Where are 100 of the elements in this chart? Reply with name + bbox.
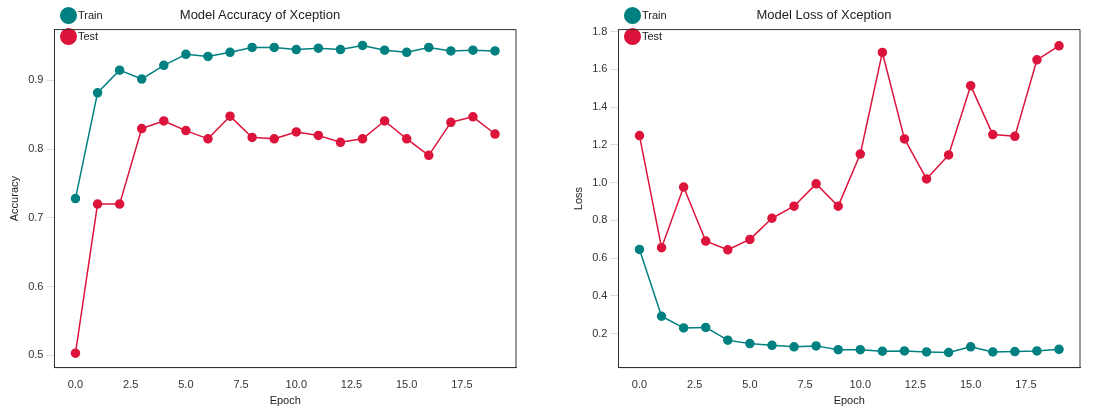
chart-title: Model Loss of Xception [756, 7, 892, 23]
point [313, 43, 324, 53]
point [136, 123, 147, 134]
point [833, 201, 843, 211]
point [965, 342, 976, 352]
legend-label: Test [641, 29, 663, 42]
y-tick-label: 0.9 [28, 73, 44, 86]
point [789, 201, 799, 211]
x-tick-label: 0.0 [67, 378, 84, 391]
x-tick-label: 7.5 [797, 378, 813, 391]
point [943, 150, 954, 160]
point [114, 65, 125, 75]
point [988, 129, 998, 140]
x-tick-label: 12.5 [340, 378, 363, 391]
point [855, 344, 866, 355]
y-axis-title: Accuracy [7, 175, 20, 222]
point [1054, 344, 1064, 355]
y-tick-label: 0.7 [28, 210, 44, 223]
point [921, 347, 932, 357]
point [468, 112, 478, 122]
x-tick-label: 10.0 [285, 378, 307, 391]
y-tick-label: 0.6 [28, 279, 44, 292]
y-tick-label: 1.4 [592, 100, 608, 113]
point [269, 42, 279, 53]
point [1054, 41, 1064, 51]
point [291, 44, 302, 55]
point [988, 347, 998, 357]
y-tick-label: 0.8 [28, 142, 44, 155]
legend-label: Train [77, 8, 103, 21]
point [92, 88, 103, 98]
point [789, 342, 799, 352]
point [335, 137, 346, 148]
point [1010, 346, 1020, 357]
point [1010, 131, 1020, 142]
point [70, 193, 81, 204]
y-tick-label: 0.2 [592, 326, 608, 339]
point [899, 346, 910, 356]
point [965, 80, 976, 91]
point [678, 182, 689, 192]
point [767, 340, 777, 351]
point [247, 42, 257, 53]
x-tick-label: 7.5 [233, 378, 249, 391]
point [855, 149, 866, 159]
point [159, 60, 169, 71]
x-axis-title: Epoch [833, 394, 865, 407]
x-tick-label: 2.5 [123, 378, 139, 391]
x-tick-label: 10.0 [849, 378, 871, 391]
point [379, 116, 390, 126]
point [767, 213, 777, 223]
y-tick-label: 1.0 [592, 175, 608, 188]
y-tick-label: 1.8 [592, 24, 608, 37]
chart-title: Model Accuracy of Xception [179, 7, 341, 23]
point [490, 46, 500, 56]
y-tick-label: 1.2 [592, 137, 608, 150]
point [490, 129, 500, 139]
point [833, 344, 843, 355]
point [745, 234, 755, 245]
point [357, 134, 368, 144]
point [723, 245, 733, 255]
legend-label: Test [77, 29, 99, 42]
x-tick-label: 17.5 [1015, 378, 1037, 391]
x-tick-label: 2.5 [687, 378, 703, 391]
point [424, 42, 434, 53]
point [446, 46, 456, 56]
x-tick-label: 17.5 [451, 378, 473, 391]
point [92, 199, 103, 209]
point [159, 116, 169, 126]
point [424, 150, 434, 161]
y-tick-label: 1.6 [592, 62, 608, 75]
x-tick-label: 12.5 [904, 378, 927, 391]
y-tick-label: 0.6 [592, 251, 608, 264]
point [634, 244, 645, 255]
point [1032, 55, 1042, 65]
x-tick-label: 15.0 [395, 378, 418, 391]
y-tick-label: 0.4 [592, 288, 608, 301]
point [181, 49, 191, 60]
point [468, 45, 478, 55]
x-tick-label: 5.0 [742, 378, 758, 391]
point [656, 311, 667, 321]
point [700, 322, 711, 333]
point [877, 47, 888, 58]
point [811, 341, 821, 351]
point [181, 125, 191, 136]
point [446, 117, 456, 128]
point [70, 348, 81, 358]
point [811, 179, 821, 189]
point [313, 130, 324, 141]
point [136, 74, 147, 84]
point [723, 335, 733, 345]
point [700, 236, 711, 246]
point [401, 47, 412, 58]
point [401, 134, 412, 144]
point [203, 134, 213, 144]
legend-label: Train [641, 8, 667, 21]
y-tick-label: 0.8 [592, 213, 608, 226]
point [678, 323, 689, 333]
point [899, 134, 910, 144]
point [943, 347, 954, 358]
point [745, 338, 755, 349]
x-tick-label: 5.0 [178, 378, 194, 391]
